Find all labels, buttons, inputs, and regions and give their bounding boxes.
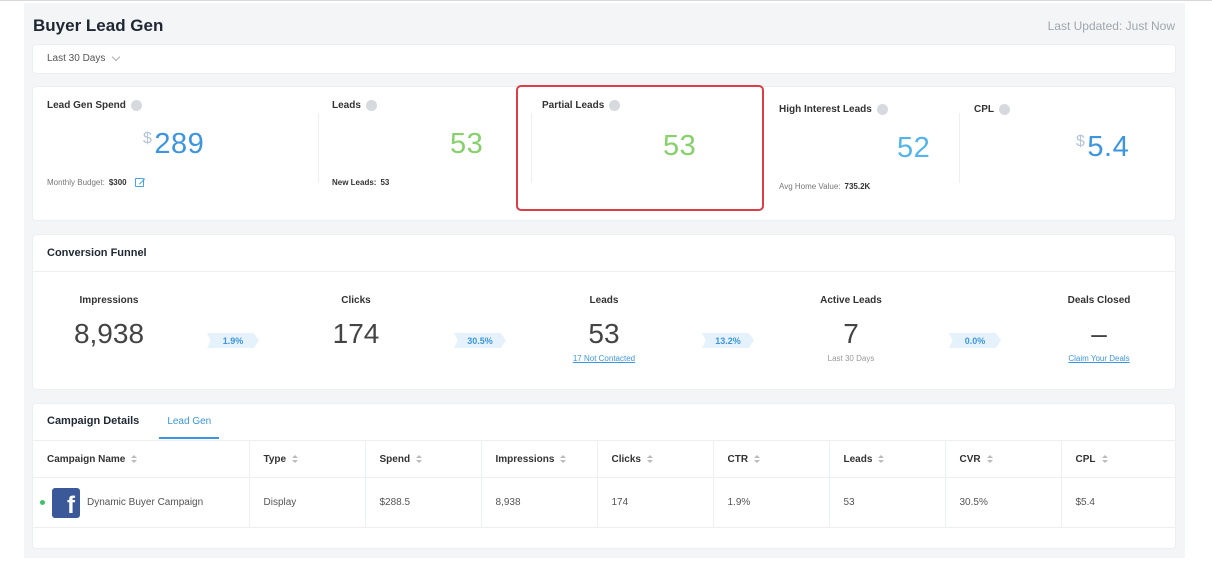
metric-partial-leads: Partial Leads 53 xyxy=(532,87,762,220)
sort-icon xyxy=(560,454,567,463)
table-header-row: Campaign Name Type Spend Impressions Cli… xyxy=(33,440,1175,478)
help-icon[interactable] xyxy=(365,100,377,111)
leads-cell: 53 xyxy=(829,477,946,528)
divider xyxy=(33,271,1175,272)
new-leads: New Leads: 53 xyxy=(332,178,390,187)
funnel-rate-cvr: 30.5% xyxy=(454,333,506,348)
metric-label: High Interest Leads xyxy=(779,104,872,115)
cpl-cell: $5.4 xyxy=(1061,477,1175,528)
monthly-budget: Monthly Budget: $300 xyxy=(47,178,144,187)
metric-label: Lead Gen Spend xyxy=(47,100,126,111)
stage-period: Last 30 Days xyxy=(827,354,875,363)
metric-cpl: CPL $5.4 xyxy=(960,87,1174,220)
highlight-box xyxy=(516,85,764,211)
column-header[interactable]: Type xyxy=(249,440,366,478)
not-contacted-link[interactable]: 17 Not Contacted xyxy=(572,354,636,363)
last-updated: Last Updated: Just Now xyxy=(1047,19,1175,33)
currency-symbol: $ xyxy=(1076,133,1086,150)
cvr-cell: 30.5% xyxy=(945,477,1062,528)
date-filter-bar: Last 30 Days xyxy=(33,45,1175,73)
column-header[interactable]: CPL xyxy=(1061,440,1175,478)
metric-value: $289 xyxy=(143,128,205,160)
sort-icon xyxy=(754,454,761,463)
page-title: Buyer Lead Gen xyxy=(33,16,164,35)
sort-icon xyxy=(878,454,885,463)
date-range-dropdown[interactable]: Last 30 Days xyxy=(47,52,121,64)
help-icon[interactable] xyxy=(130,100,142,111)
status-dot-icon xyxy=(40,500,45,505)
metric-value: 53 xyxy=(450,128,484,160)
metric-label: Partial Leads xyxy=(542,100,605,111)
metric-label: CPL xyxy=(974,104,994,115)
column-header[interactable]: CVR xyxy=(945,440,1062,478)
top-border xyxy=(0,0,1212,1)
table-row[interactable]: f Dynamic Buyer Campaign Display $288.5 … xyxy=(33,477,1175,528)
funnel-rate-ctr: 1.9% xyxy=(207,333,259,348)
spend-cell: $288.5 xyxy=(365,477,482,528)
funnel-stage-active-leads: Active Leads 7 Last 30 Days xyxy=(791,295,911,363)
help-icon[interactable] xyxy=(876,104,888,115)
column-header[interactable]: Campaign Name xyxy=(33,440,250,478)
column-header[interactable]: Impressions xyxy=(481,440,598,478)
facebook-icon: f xyxy=(52,487,80,518)
conversion-funnel-panel: Conversion Funnel Impressions 8,938 1.9%… xyxy=(33,235,1175,389)
edit-icon[interactable] xyxy=(134,178,144,187)
sort-icon xyxy=(292,454,299,463)
column-header[interactable]: Clicks xyxy=(597,440,714,478)
sort-icon xyxy=(131,454,138,463)
metric-value: 52 xyxy=(897,132,931,164)
campaign-tabs: Campaign Details Lead Gen xyxy=(47,415,220,439)
campaign-details-panel: Campaign Details Lead Gen Campaign Name … xyxy=(33,404,1175,548)
metrics-panel: Lead Gen Spend $289 Monthly Budget: $300… xyxy=(33,87,1175,220)
funnel-rate-active: 13.2% xyxy=(702,333,754,348)
funnel-rate-closed: 0.0% xyxy=(949,333,1001,348)
section-title: Conversion Funnel xyxy=(47,247,147,259)
column-header[interactable]: Spend xyxy=(365,440,482,478)
ctr-cell: 1.9% xyxy=(713,477,830,528)
section-title: Campaign Details xyxy=(47,415,140,427)
metric-leads: Leads 53 New Leads: 53 xyxy=(319,87,532,220)
avg-home-value: Avg Home Value: 735.2K xyxy=(779,182,871,191)
metric-lead-gen-spend: Lead Gen Spend $289 Monthly Budget: $300 xyxy=(33,87,318,220)
impressions-cell: 8,938 xyxy=(481,477,598,528)
divider xyxy=(531,113,532,183)
sort-icon xyxy=(986,454,993,463)
chevron-down-icon xyxy=(112,52,121,62)
sort-icon xyxy=(1101,454,1108,463)
campaign-name-cell[interactable]: f Dynamic Buyer Campaign xyxy=(33,477,250,528)
type-cell: Display xyxy=(249,477,366,528)
funnel-stage-clicks: Clicks 174 xyxy=(332,295,380,349)
tab-lead-gen[interactable]: Lead Gen xyxy=(159,416,220,439)
help-icon[interactable] xyxy=(609,100,621,111)
claim-deals-link[interactable]: Claim Your Deals xyxy=(1068,354,1130,363)
sort-icon xyxy=(416,454,423,463)
help-icon[interactable] xyxy=(999,104,1010,115)
column-header[interactable]: Leads xyxy=(829,440,946,478)
date-range-label: Last 30 Days xyxy=(47,53,106,64)
divider xyxy=(959,113,960,183)
divider xyxy=(318,113,319,183)
currency-symbol: $ xyxy=(143,130,153,147)
metric-value: $5.4 xyxy=(1076,131,1130,163)
funnel-stage-leads: Leads 53 17 Not Contacted xyxy=(544,295,664,363)
metric-label: Leads xyxy=(332,100,361,111)
campaign-table: Campaign Name Type Spend Impressions Cli… xyxy=(33,440,1175,528)
sort-icon xyxy=(646,454,653,463)
clicks-cell: 174 xyxy=(597,477,714,528)
metric-value: 53 xyxy=(663,130,697,162)
funnel-stage-deals-closed: Deals Closed – Claim Your Deals xyxy=(1039,295,1159,363)
metric-high-interest-leads: High Interest Leads 52 Avg Home Value: 7… xyxy=(765,87,959,220)
column-header[interactable]: CTR xyxy=(713,440,830,478)
funnel-stage-impressions: Impressions 8,938 xyxy=(73,295,145,349)
